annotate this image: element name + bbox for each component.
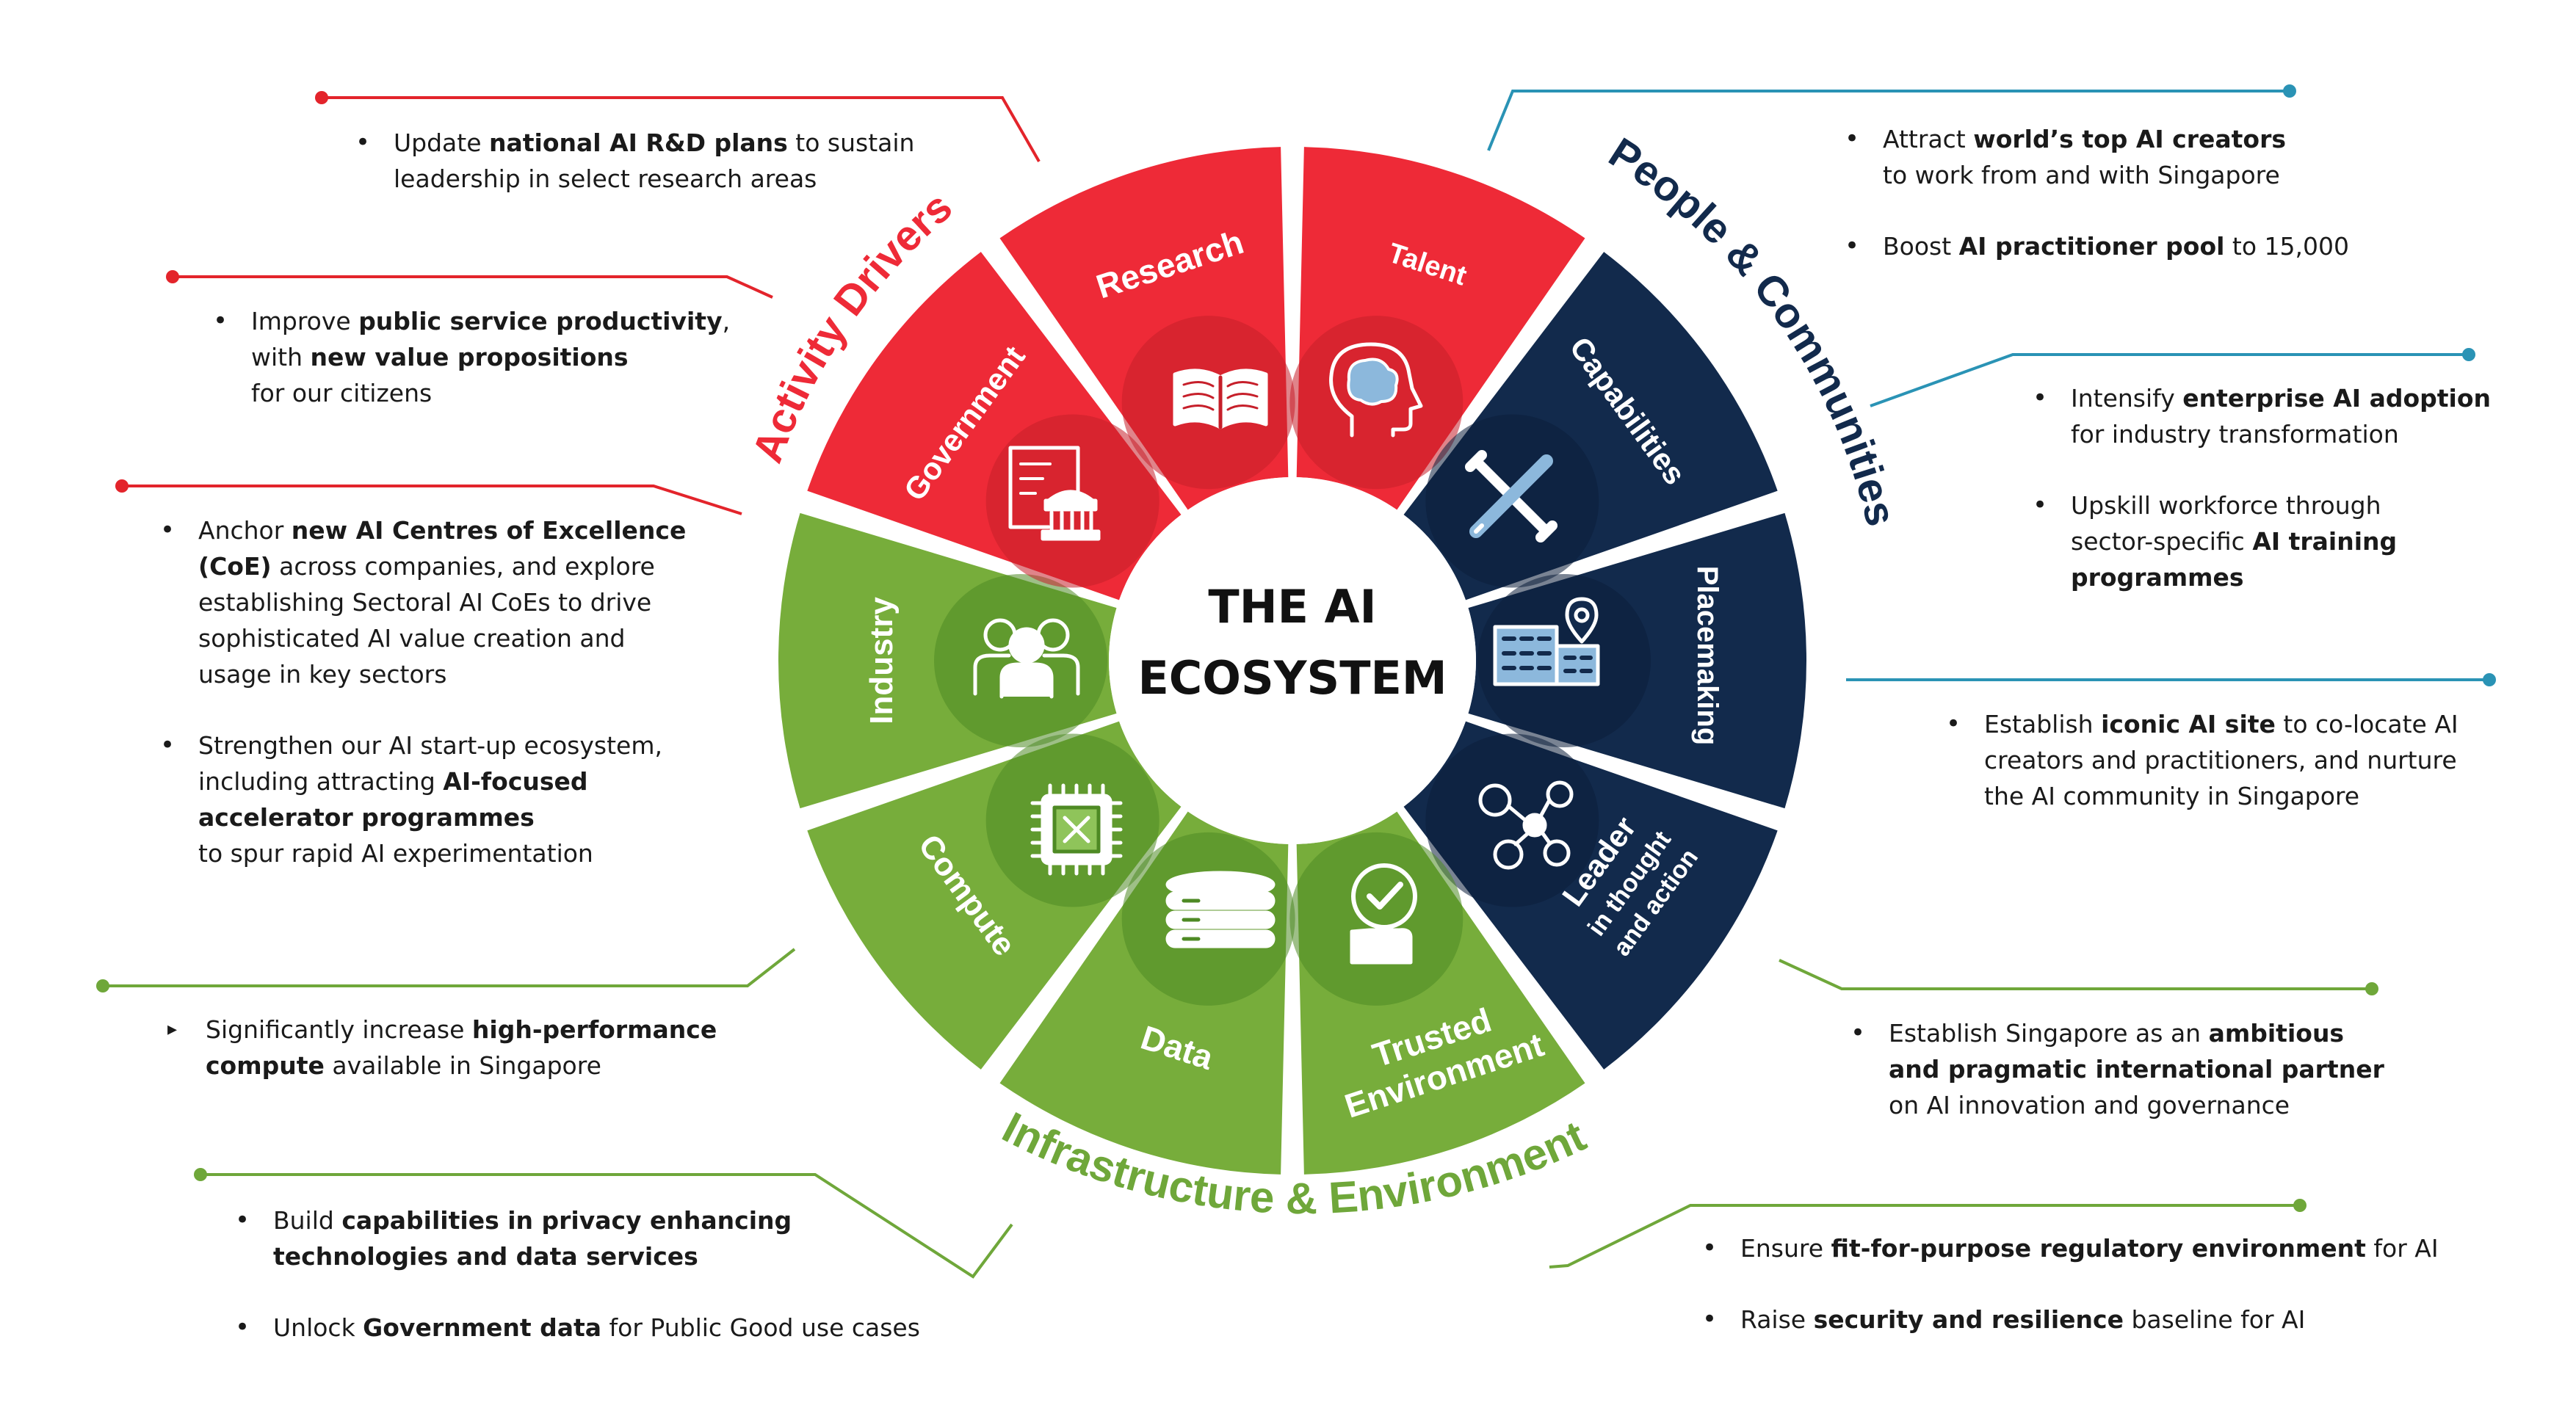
segment-icons	[973, 342, 1600, 965]
network-icon	[1478, 780, 1574, 870]
tools-icon	[1465, 450, 1557, 542]
leader-line-capabilities	[1870, 353, 2469, 407]
callout-research: Update national AI R&D plans to sustainl…	[355, 125, 914, 197]
brain-head-icon	[1329, 342, 1423, 438]
leader-lines	[96, 84, 2496, 1279]
leader-line-compute	[103, 948, 796, 987]
leader-line-research	[322, 96, 1041, 162]
callout-trusted: Ensure fit-for-purpose regulatory enviro…	[1702, 1230, 2439, 1338]
center-title-line2: ECOSYSTEM	[1137, 651, 1447, 705]
leader-line-trusted	[1549, 1204, 2300, 1269]
leader-line-talent	[1487, 90, 2290, 151]
leader-line-government	[173, 275, 773, 299]
check-hand-icon	[1350, 863, 1417, 965]
leader-line-leader	[1779, 959, 2372, 990]
government-icon	[1008, 446, 1101, 541]
callout-data: Build capabilities in privacy enhancingt…	[235, 1202, 920, 1346]
building-pin-icon	[1493, 597, 1600, 686]
people-icon	[973, 618, 1080, 699]
segment-label-placemaking: Placemaking	[1691, 566, 1723, 746]
callout-compute: Significantly increase high-performancec…	[167, 1012, 717, 1084]
segment-bump-leader	[1289, 832, 1464, 1006]
callout-industry: Anchor new AI Centres of Excellence(CoE)…	[160, 512, 686, 871]
book-icon	[1173, 369, 1268, 429]
chip-icon	[1030, 783, 1123, 876]
center-disk	[1109, 477, 1476, 844]
leader-line-industry	[122, 485, 742, 515]
segment-label-industry: Industry	[864, 597, 900, 725]
callout-placemaking: Establish iconic AI site to co-locate AI…	[1946, 706, 2459, 814]
callout-government: Improve public service productivity,with…	[213, 303, 730, 411]
database-icon	[1165, 871, 1276, 948]
center-title-line1: THE AI	[1208, 580, 1376, 634]
